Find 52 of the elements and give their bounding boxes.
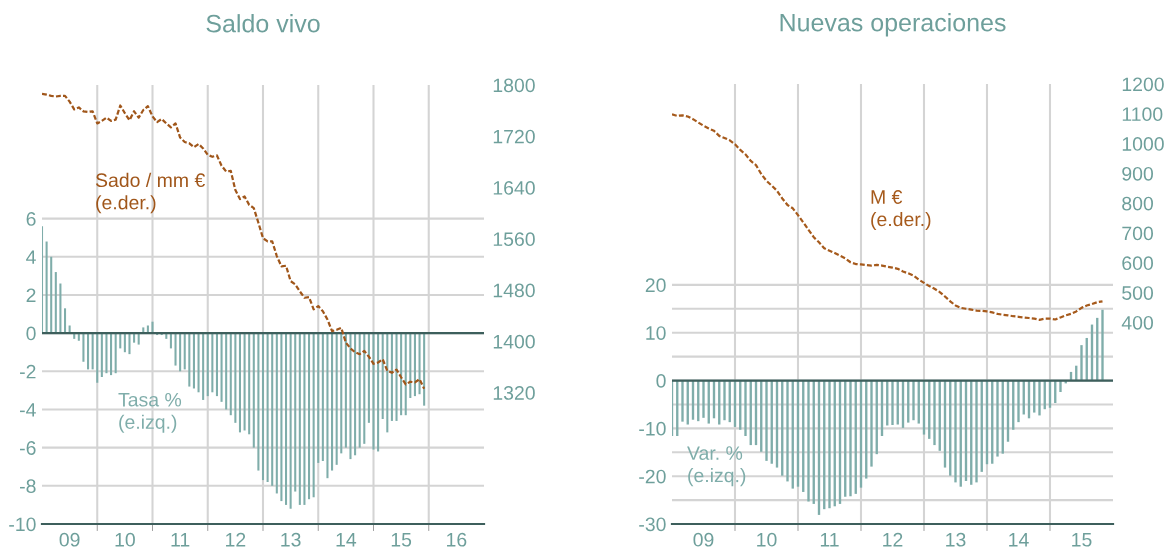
- y-tick-label: -4: [20, 403, 36, 417]
- y2-tick-label: 600: [1122, 256, 1154, 271]
- x-tick-label: 16: [447, 532, 467, 547]
- y-tick-label: -30: [639, 517, 666, 532]
- y2-tick-label: 1100: [1122, 107, 1163, 122]
- y-tick-label: -20: [639, 469, 666, 484]
- y-tick-label: -2: [20, 364, 36, 379]
- y-tick-label: 6: [26, 212, 36, 226]
- y-tick-label: -10: [639, 421, 666, 436]
- y-tick-label: 20: [645, 278, 666, 293]
- y2-tick-label: 800: [1122, 196, 1154, 211]
- chart-title: Nuevas operaciones: [780, 13, 1006, 37]
- y2-tick-label: 1560: [493, 232, 535, 247]
- x-tick-label: 11: [820, 533, 839, 547]
- y-tick-label: 2: [26, 288, 36, 302]
- y2-tick-label: 700: [1122, 226, 1154, 241]
- x-tick-label: 09: [693, 532, 714, 547]
- x-tick-label: 11: [171, 533, 190, 547]
- y-tick-label: 0: [656, 373, 666, 388]
- y-tick-label: 10: [646, 326, 666, 340]
- y2-tick-label: 900: [1122, 166, 1154, 181]
- x-tick-label: 12: [883, 532, 903, 547]
- y-tick-label: 0: [26, 326, 36, 341]
- x-tick-label: 15: [1072, 533, 1092, 547]
- x-tick-label: 15: [391, 533, 412, 547]
- chart-title: Saldo vivo: [206, 14, 320, 33]
- x-tick-label: 12: [226, 532, 246, 547]
- y2-tick-label: 500: [1122, 286, 1154, 300]
- x-tick-label: 10: [115, 532, 135, 547]
- y2-tick-label: 1000: [1122, 137, 1164, 151]
- x-tick-label: 14: [336, 533, 357, 547]
- x-tick-label: 13: [946, 532, 966, 547]
- y2-tick-label: 1480: [493, 283, 535, 298]
- x-tick-label: 10: [757, 532, 777, 547]
- x-tick-label: 14: [1009, 533, 1029, 547]
- y2-tick-label: 1400: [493, 334, 535, 349]
- y2-tick-label: 1200: [1122, 77, 1164, 92]
- series-label: M € (e.der.): [871, 190, 931, 231]
- y-tick-label: -6: [20, 441, 36, 455]
- y2-tick-label: 1720: [493, 129, 535, 144]
- y2-tick-label: 400: [1121, 315, 1154, 330]
- series-label: Sado / mm € (e.der.): [95, 172, 205, 214]
- series-label: Tasa % (e.izq.): [118, 392, 182, 433]
- y-tick-label: 4: [26, 250, 36, 264]
- y-tick-label: -10: [9, 517, 36, 532]
- series-label: Var. % (e.izq.): [687, 446, 746, 487]
- y-tick-label: -8: [20, 479, 36, 494]
- y2-tick-label: 1640: [493, 181, 535, 195]
- x-tick-label: 13: [281, 532, 301, 547]
- x-tick-label: 09: [59, 532, 80, 547]
- y2-tick-label: 1800: [493, 78, 535, 93]
- y2-tick-label: 1320: [493, 386, 535, 400]
